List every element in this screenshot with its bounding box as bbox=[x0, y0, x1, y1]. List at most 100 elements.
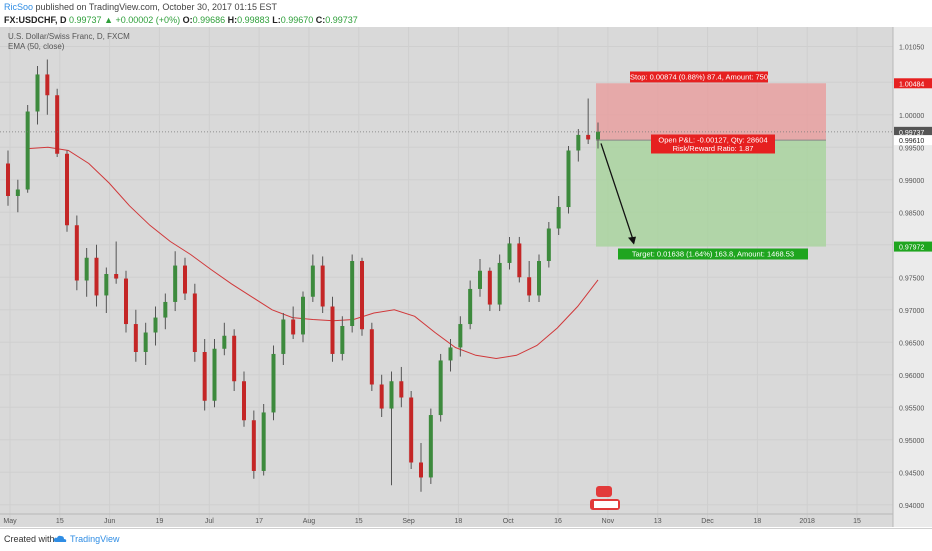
y-tick-label: 0.95000 bbox=[899, 438, 924, 445]
tradingview-brand[interactable]: TradingView bbox=[70, 534, 120, 544]
candle-body bbox=[173, 265, 178, 302]
candle-body bbox=[556, 207, 561, 229]
ohlc-line: FX:USDCHF, D 0.99737 ▲ +0.00002 (+0%) O:… bbox=[4, 15, 358, 25]
candle-body bbox=[232, 335, 237, 382]
x-tick-label: Jun bbox=[104, 518, 115, 525]
created-with-label: Created with bbox=[4, 534, 55, 544]
candle-body bbox=[310, 265, 315, 297]
x-tick-label: 13 bbox=[654, 518, 662, 525]
candle-body bbox=[320, 265, 325, 307]
x-tick-label: Sep bbox=[402, 518, 415, 525]
legend-indicator: EMA (50, close) bbox=[8, 42, 65, 51]
pnl-label-text: Open P&L: -0.00127, Qty: 28604 bbox=[658, 136, 767, 145]
candle-body bbox=[183, 265, 187, 294]
stop-price-tag-text: 1.00484 bbox=[899, 81, 924, 88]
candle-body bbox=[566, 150, 571, 208]
publish-header: RicSoo published on TradingView.com, Oct… bbox=[0, 0, 932, 28]
candle-body bbox=[153, 317, 158, 333]
projection-arrow bbox=[600, 143, 635, 243]
publish-line: RicSoo published on TradingView.com, Oct… bbox=[4, 2, 277, 12]
candle-body bbox=[124, 278, 128, 325]
x-tick-label: Jul bbox=[205, 518, 214, 525]
candle-body bbox=[271, 353, 276, 413]
candle-body bbox=[65, 153, 69, 226]
candle-body bbox=[15, 189, 20, 196]
y-tick-label: 0.96000 bbox=[899, 373, 924, 380]
stop-label-box bbox=[630, 71, 768, 83]
entry-price-tag-box bbox=[894, 135, 932, 146]
stop-label-text: Stop: 0.00874 (0.88%) 87.4, Amount: 750 bbox=[630, 73, 768, 82]
candle-body bbox=[546, 228, 551, 261]
candle-body bbox=[497, 262, 502, 305]
candle-body bbox=[330, 306, 335, 354]
y-tick-label: 1.01050 bbox=[899, 45, 924, 52]
close-value: 0.99737 bbox=[325, 15, 358, 25]
close-label: C: bbox=[315, 15, 326, 25]
candle-body bbox=[379, 384, 384, 409]
candle-body bbox=[586, 134, 591, 140]
x-tick-label: 15 bbox=[355, 518, 363, 525]
candles-layer bbox=[6, 59, 600, 492]
position-zones bbox=[596, 83, 826, 247]
stop-zone bbox=[596, 83, 826, 141]
candle-body bbox=[104, 274, 109, 296]
candle-body bbox=[409, 397, 414, 463]
event-badge-icon bbox=[596, 486, 612, 497]
price-chart[interactable]: Stop: 0.00874 (0.88%) 87.4, Amount: 750 O… bbox=[0, 27, 932, 527]
candle-body bbox=[55, 95, 60, 154]
x-tick-label: 18 bbox=[455, 518, 463, 525]
candle-body bbox=[350, 261, 355, 326]
candle-body bbox=[261, 412, 266, 471]
candle-body bbox=[468, 288, 473, 325]
symbol-label: FX:USDCHF, D bbox=[4, 15, 67, 25]
x-tick-label: 15 bbox=[853, 518, 861, 525]
candle-body bbox=[114, 274, 119, 279]
candle-body bbox=[438, 360, 443, 416]
y-tick-label: 1.00000 bbox=[899, 113, 924, 120]
candle-body bbox=[389, 381, 394, 409]
target-label-text: Target: 0.01638 (1.64%) 163.8, Amount: 1… bbox=[632, 250, 794, 259]
candle-body bbox=[84, 257, 89, 281]
candle-body bbox=[242, 381, 246, 421]
open-value: 0.99686 bbox=[192, 15, 226, 25]
target-label: Target: 0.01638 (1.64%) 163.8, Amount: 1… bbox=[618, 248, 808, 260]
x-tick-label: 15 bbox=[56, 518, 64, 525]
x-tick-label: 17 bbox=[255, 518, 263, 525]
candle-body bbox=[25, 111, 30, 190]
target-label-box bbox=[618, 248, 808, 260]
candle-body bbox=[517, 243, 522, 278]
candle-body bbox=[251, 420, 256, 471]
candle-body bbox=[35, 74, 40, 112]
y-tick-label: 0.99500 bbox=[899, 145, 924, 152]
candle-body bbox=[281, 319, 286, 354]
candle-body bbox=[448, 347, 453, 361]
x-tick-label: 19 bbox=[156, 518, 164, 525]
candle-body bbox=[458, 324, 463, 348]
x-tick-label: 18 bbox=[753, 518, 761, 525]
candle-body bbox=[222, 335, 227, 349]
y-tick-label: 0.98500 bbox=[899, 210, 924, 217]
y-tick-label: 0.97000 bbox=[899, 308, 924, 315]
stop-price-tag-box bbox=[894, 78, 932, 89]
target-zone bbox=[596, 140, 826, 247]
candle-body bbox=[527, 277, 532, 296]
candle-body bbox=[133, 324, 138, 352]
up-arrow-icon: ▲ bbox=[104, 15, 113, 25]
pnl-label-text: Risk/Reward Ratio: 1.87 bbox=[673, 144, 754, 153]
x-tick-label: Aug bbox=[303, 518, 316, 525]
author-link[interactable]: RicSoo bbox=[4, 2, 34, 12]
candle-body bbox=[487, 270, 492, 305]
entry-price-tag-text: 0.99610 bbox=[899, 138, 924, 145]
candle-body bbox=[45, 74, 50, 96]
candle-body bbox=[94, 257, 99, 296]
y-tick-label: 0.95500 bbox=[899, 405, 924, 412]
tradingview-cloud-icon bbox=[53, 535, 67, 542]
last-price-tag-text: 0.99737 bbox=[899, 130, 924, 137]
y-tick-label: 0.97500 bbox=[899, 275, 924, 282]
low-value: 0.99670 bbox=[280, 15, 314, 25]
y-tick-label: 0.96500 bbox=[899, 340, 924, 347]
candle-body bbox=[360, 261, 364, 330]
candle-body bbox=[537, 261, 541, 296]
ema-layer bbox=[27, 146, 599, 360]
overlay-layer: Stop: 0.00874 (0.88%) 87.4, Amount: 750 O… bbox=[0, 71, 893, 510]
